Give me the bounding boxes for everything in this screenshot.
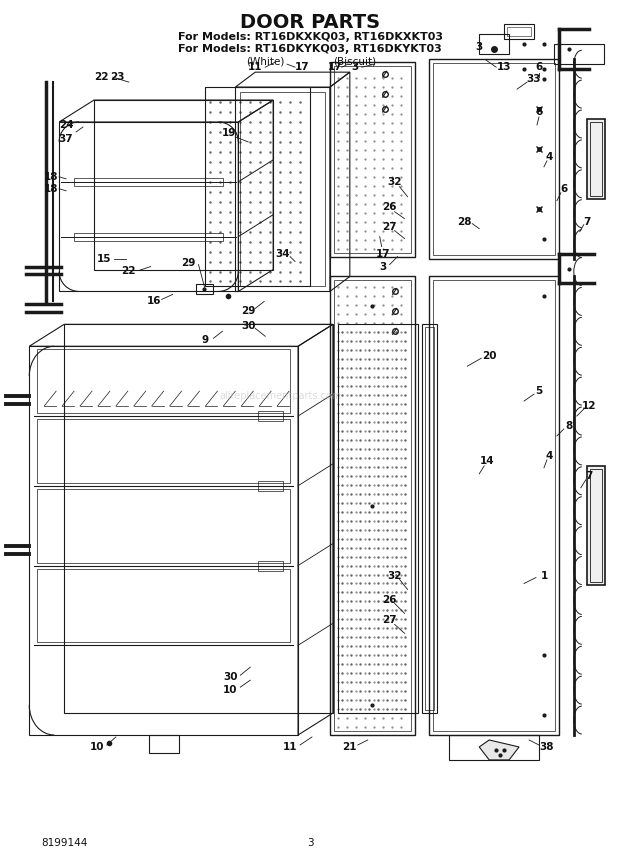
Bar: [330, 276, 415, 735]
Text: 32: 32: [388, 177, 402, 187]
Bar: [422, 324, 438, 713]
Text: 28: 28: [457, 217, 472, 227]
Text: 23: 23: [110, 72, 125, 82]
Text: DOOR PARTS: DOOR PARTS: [240, 13, 380, 32]
Bar: [433, 281, 555, 731]
Text: 30: 30: [223, 672, 237, 682]
Bar: [195, 284, 213, 294]
Bar: [430, 276, 559, 735]
Bar: [37, 419, 290, 483]
Bar: [241, 92, 325, 287]
Text: 29: 29: [182, 258, 196, 268]
Text: 29: 29: [241, 306, 255, 317]
Bar: [149, 735, 179, 753]
Text: 1: 1: [540, 570, 547, 580]
Text: 10: 10: [223, 685, 237, 695]
Text: 34: 34: [276, 248, 290, 259]
Bar: [590, 469, 601, 582]
Text: 37: 37: [59, 134, 73, 144]
Bar: [450, 735, 539, 760]
Bar: [554, 45, 604, 64]
Text: 3: 3: [379, 262, 386, 271]
Text: 8199144: 8199144: [41, 838, 87, 847]
Text: (White): (White): [246, 56, 285, 66]
Text: 27: 27: [383, 222, 397, 232]
Text: 9: 9: [202, 336, 209, 345]
Text: 3: 3: [307, 838, 313, 847]
Text: 19: 19: [222, 128, 237, 138]
Bar: [205, 87, 310, 287]
Text: 7: 7: [583, 217, 590, 227]
Bar: [507, 27, 531, 36]
Text: 10: 10: [90, 742, 104, 752]
Bar: [479, 34, 509, 54]
Bar: [330, 62, 415, 257]
Text: 17: 17: [327, 62, 342, 72]
Text: 11: 11: [248, 62, 262, 72]
Text: 11: 11: [283, 742, 298, 752]
Text: 24: 24: [59, 120, 73, 130]
Bar: [334, 281, 410, 731]
Bar: [587, 466, 604, 586]
Bar: [433, 63, 555, 254]
Text: 6: 6: [560, 184, 567, 193]
Text: 14: 14: [480, 456, 495, 466]
Text: 12: 12: [582, 401, 596, 411]
Text: 5: 5: [535, 386, 542, 396]
Text: 21: 21: [343, 742, 357, 752]
Text: 27: 27: [383, 615, 397, 626]
Text: 18: 18: [44, 184, 58, 193]
Bar: [430, 59, 559, 259]
Text: 7: 7: [585, 471, 593, 481]
Bar: [259, 481, 283, 490]
Text: 20: 20: [482, 351, 497, 361]
Text: 6: 6: [535, 62, 542, 72]
Text: 3: 3: [351, 62, 358, 72]
Bar: [37, 568, 290, 642]
Text: 6: 6: [535, 107, 542, 117]
Text: 13: 13: [497, 62, 511, 72]
Bar: [74, 178, 223, 186]
Text: 26: 26: [383, 202, 397, 211]
Text: 15: 15: [97, 253, 111, 264]
Text: 18: 18: [44, 172, 58, 181]
Bar: [587, 119, 604, 199]
Text: 22: 22: [94, 72, 108, 82]
Text: 32: 32: [388, 570, 402, 580]
Text: 4: 4: [545, 451, 552, 461]
Text: 8: 8: [565, 421, 572, 431]
Bar: [259, 561, 283, 571]
Text: allreplacementparts.com: allreplacementparts.com: [219, 391, 341, 401]
Text: For Models: RT16DKYKQ03, RT16DKYKT03: For Models: RT16DKYKQ03, RT16DKYKT03: [178, 45, 442, 54]
Bar: [334, 66, 410, 253]
Text: 22: 22: [122, 265, 136, 276]
Bar: [338, 324, 417, 713]
Polygon shape: [479, 740, 519, 760]
Text: 3: 3: [476, 42, 483, 52]
Bar: [74, 233, 223, 241]
Text: 33: 33: [527, 74, 541, 84]
Bar: [259, 411, 283, 421]
Text: 17: 17: [294, 62, 309, 72]
Text: 17: 17: [375, 248, 390, 259]
Bar: [37, 489, 290, 562]
Bar: [37, 349, 290, 413]
Text: 26: 26: [383, 596, 397, 605]
Text: 30: 30: [241, 321, 255, 331]
Bar: [590, 122, 601, 196]
Text: 16: 16: [146, 296, 161, 306]
Text: (Biscuit): (Biscuit): [333, 56, 376, 66]
Bar: [504, 24, 534, 39]
Text: For Models: RT16DKXKQ03, RT16DKXKT03: For Models: RT16DKXKQ03, RT16DKXKT03: [177, 33, 443, 42]
Text: 38: 38: [539, 742, 554, 752]
Text: 4: 4: [545, 152, 552, 162]
Bar: [425, 327, 435, 710]
